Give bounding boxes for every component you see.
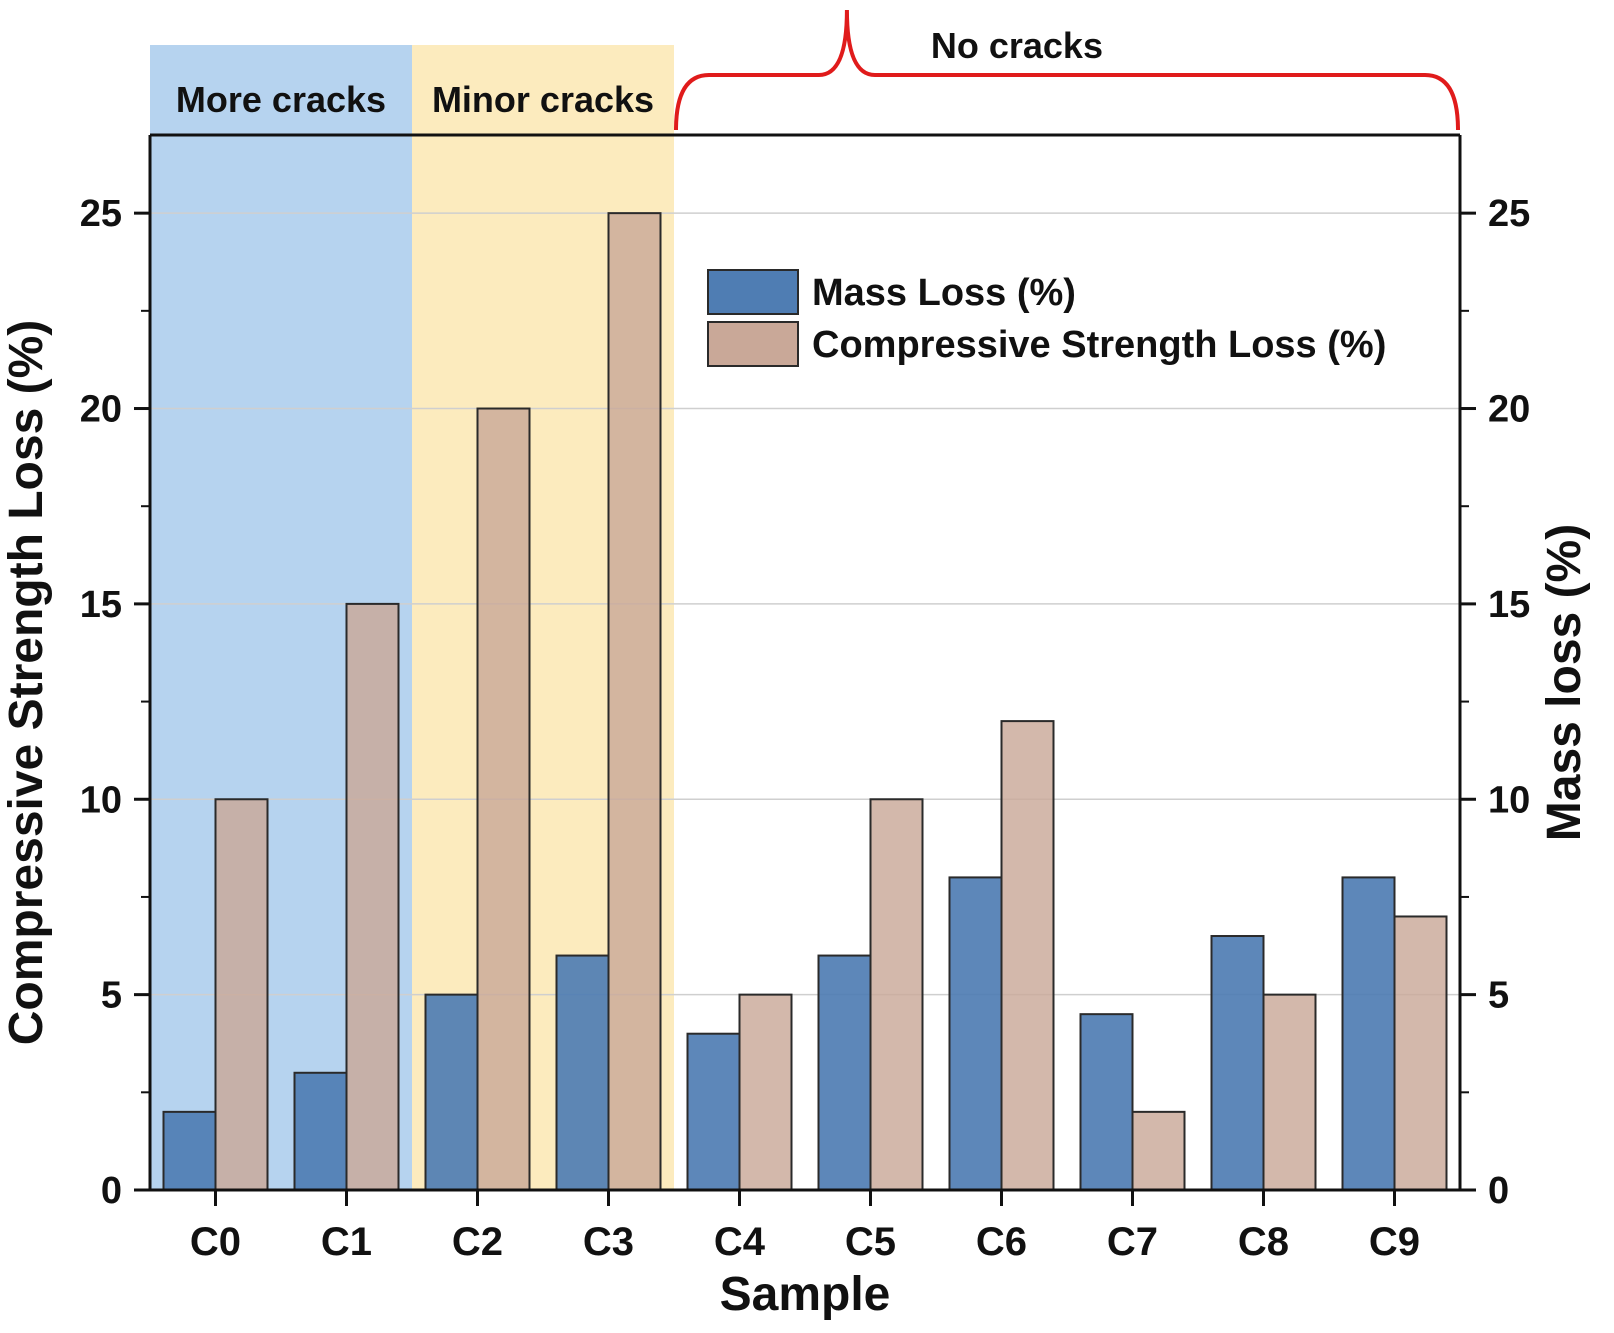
bar-strength-loss-C3	[607, 212, 662, 1192]
right-y-tick-label: 5	[1488, 975, 1509, 1017]
bar-mass-loss-C8	[1210, 935, 1265, 1191]
x-tick-label: C1	[321, 1220, 372, 1264]
bar-mass-loss-C6	[948, 876, 1003, 1191]
right-y-tick-label: 10	[1488, 779, 1530, 821]
x-tick-label: C9	[1369, 1220, 1420, 1264]
left-y-tick-label: 15	[80, 584, 122, 626]
bar-mass-loss-C0	[162, 1110, 217, 1191]
left-y-tick-label: 0	[101, 1170, 122, 1212]
bar-mass-loss-C4	[686, 1032, 741, 1192]
right-y-axis-title: Mass loss (%)	[1538, 524, 1591, 841]
bar-mass-loss-C5	[817, 954, 872, 1191]
bar-strength-loss-C2	[476, 407, 531, 1192]
left-y-axis-title: Compressive Strength Loss (%)	[0, 320, 53, 1045]
x-axis-title: Sample	[720, 1268, 891, 1321]
bar-strength-loss-C6	[1000, 720, 1055, 1191]
x-tick-label: C2	[452, 1220, 503, 1264]
bar-mass-loss-C3	[555, 954, 610, 1191]
bar-mass-loss-C2	[424, 993, 479, 1192]
bar-strength-loss-C8	[1262, 993, 1317, 1192]
right-y-tick-label: 20	[1488, 389, 1530, 431]
x-tick-label: C6	[976, 1220, 1027, 1264]
legend-label-1: Compressive Strength Loss (%)	[812, 324, 1386, 366]
bar-strength-loss-C9	[1393, 915, 1448, 1192]
x-tick-label: C4	[714, 1220, 766, 1264]
left-y-tick-label: 5	[101, 975, 122, 1017]
x-tick-label: C7	[1107, 1220, 1158, 1264]
legend-label-0: Mass Loss (%)	[812, 272, 1076, 314]
bar-mass-loss-C9	[1341, 876, 1396, 1191]
zone-label: More cracks	[176, 79, 386, 120]
legend-swatch-0	[707, 269, 799, 315]
bar-strength-loss-C4	[738, 993, 793, 1192]
zone-label: Minor cracks	[432, 79, 654, 120]
legend-swatch-1	[707, 321, 799, 367]
left-y-tick-label: 20	[80, 389, 122, 431]
zone-label: No cracks	[931, 25, 1103, 66]
right-y-tick-label: 15	[1488, 584, 1530, 626]
left-y-tick-label: 10	[80, 779, 122, 821]
right-y-tick-label: 25	[1488, 193, 1530, 235]
x-tick-label: C0	[190, 1220, 241, 1264]
bar-strength-loss-C0	[214, 798, 269, 1192]
bar-mass-loss-C7	[1079, 1013, 1134, 1192]
no-cracks-bracket	[674, 9, 1460, 131]
x-tick-label: C3	[583, 1220, 634, 1264]
bar-strength-loss-C7	[1131, 1110, 1186, 1191]
bar-strength-loss-C1	[345, 602, 400, 1191]
x-tick-label: C8	[1238, 1220, 1289, 1264]
bar-strength-loss-C5	[869, 798, 924, 1192]
left-y-tick-label: 25	[80, 193, 122, 235]
right-y-tick-label: 0	[1488, 1170, 1509, 1212]
x-tick-label: C5	[845, 1220, 896, 1264]
bar-mass-loss-C1	[293, 1071, 348, 1192]
